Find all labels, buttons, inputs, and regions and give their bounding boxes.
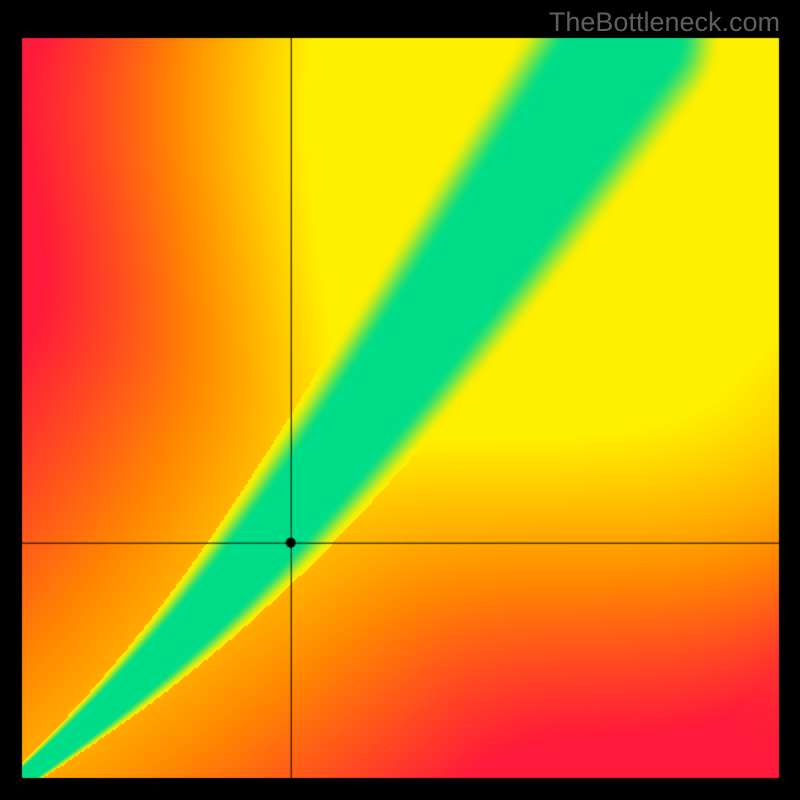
bottleneck-heatmap [0, 0, 800, 800]
chart-container: TheBottleneck.com [0, 0, 800, 800]
watermark-text: TheBottleneck.com [549, 7, 780, 38]
